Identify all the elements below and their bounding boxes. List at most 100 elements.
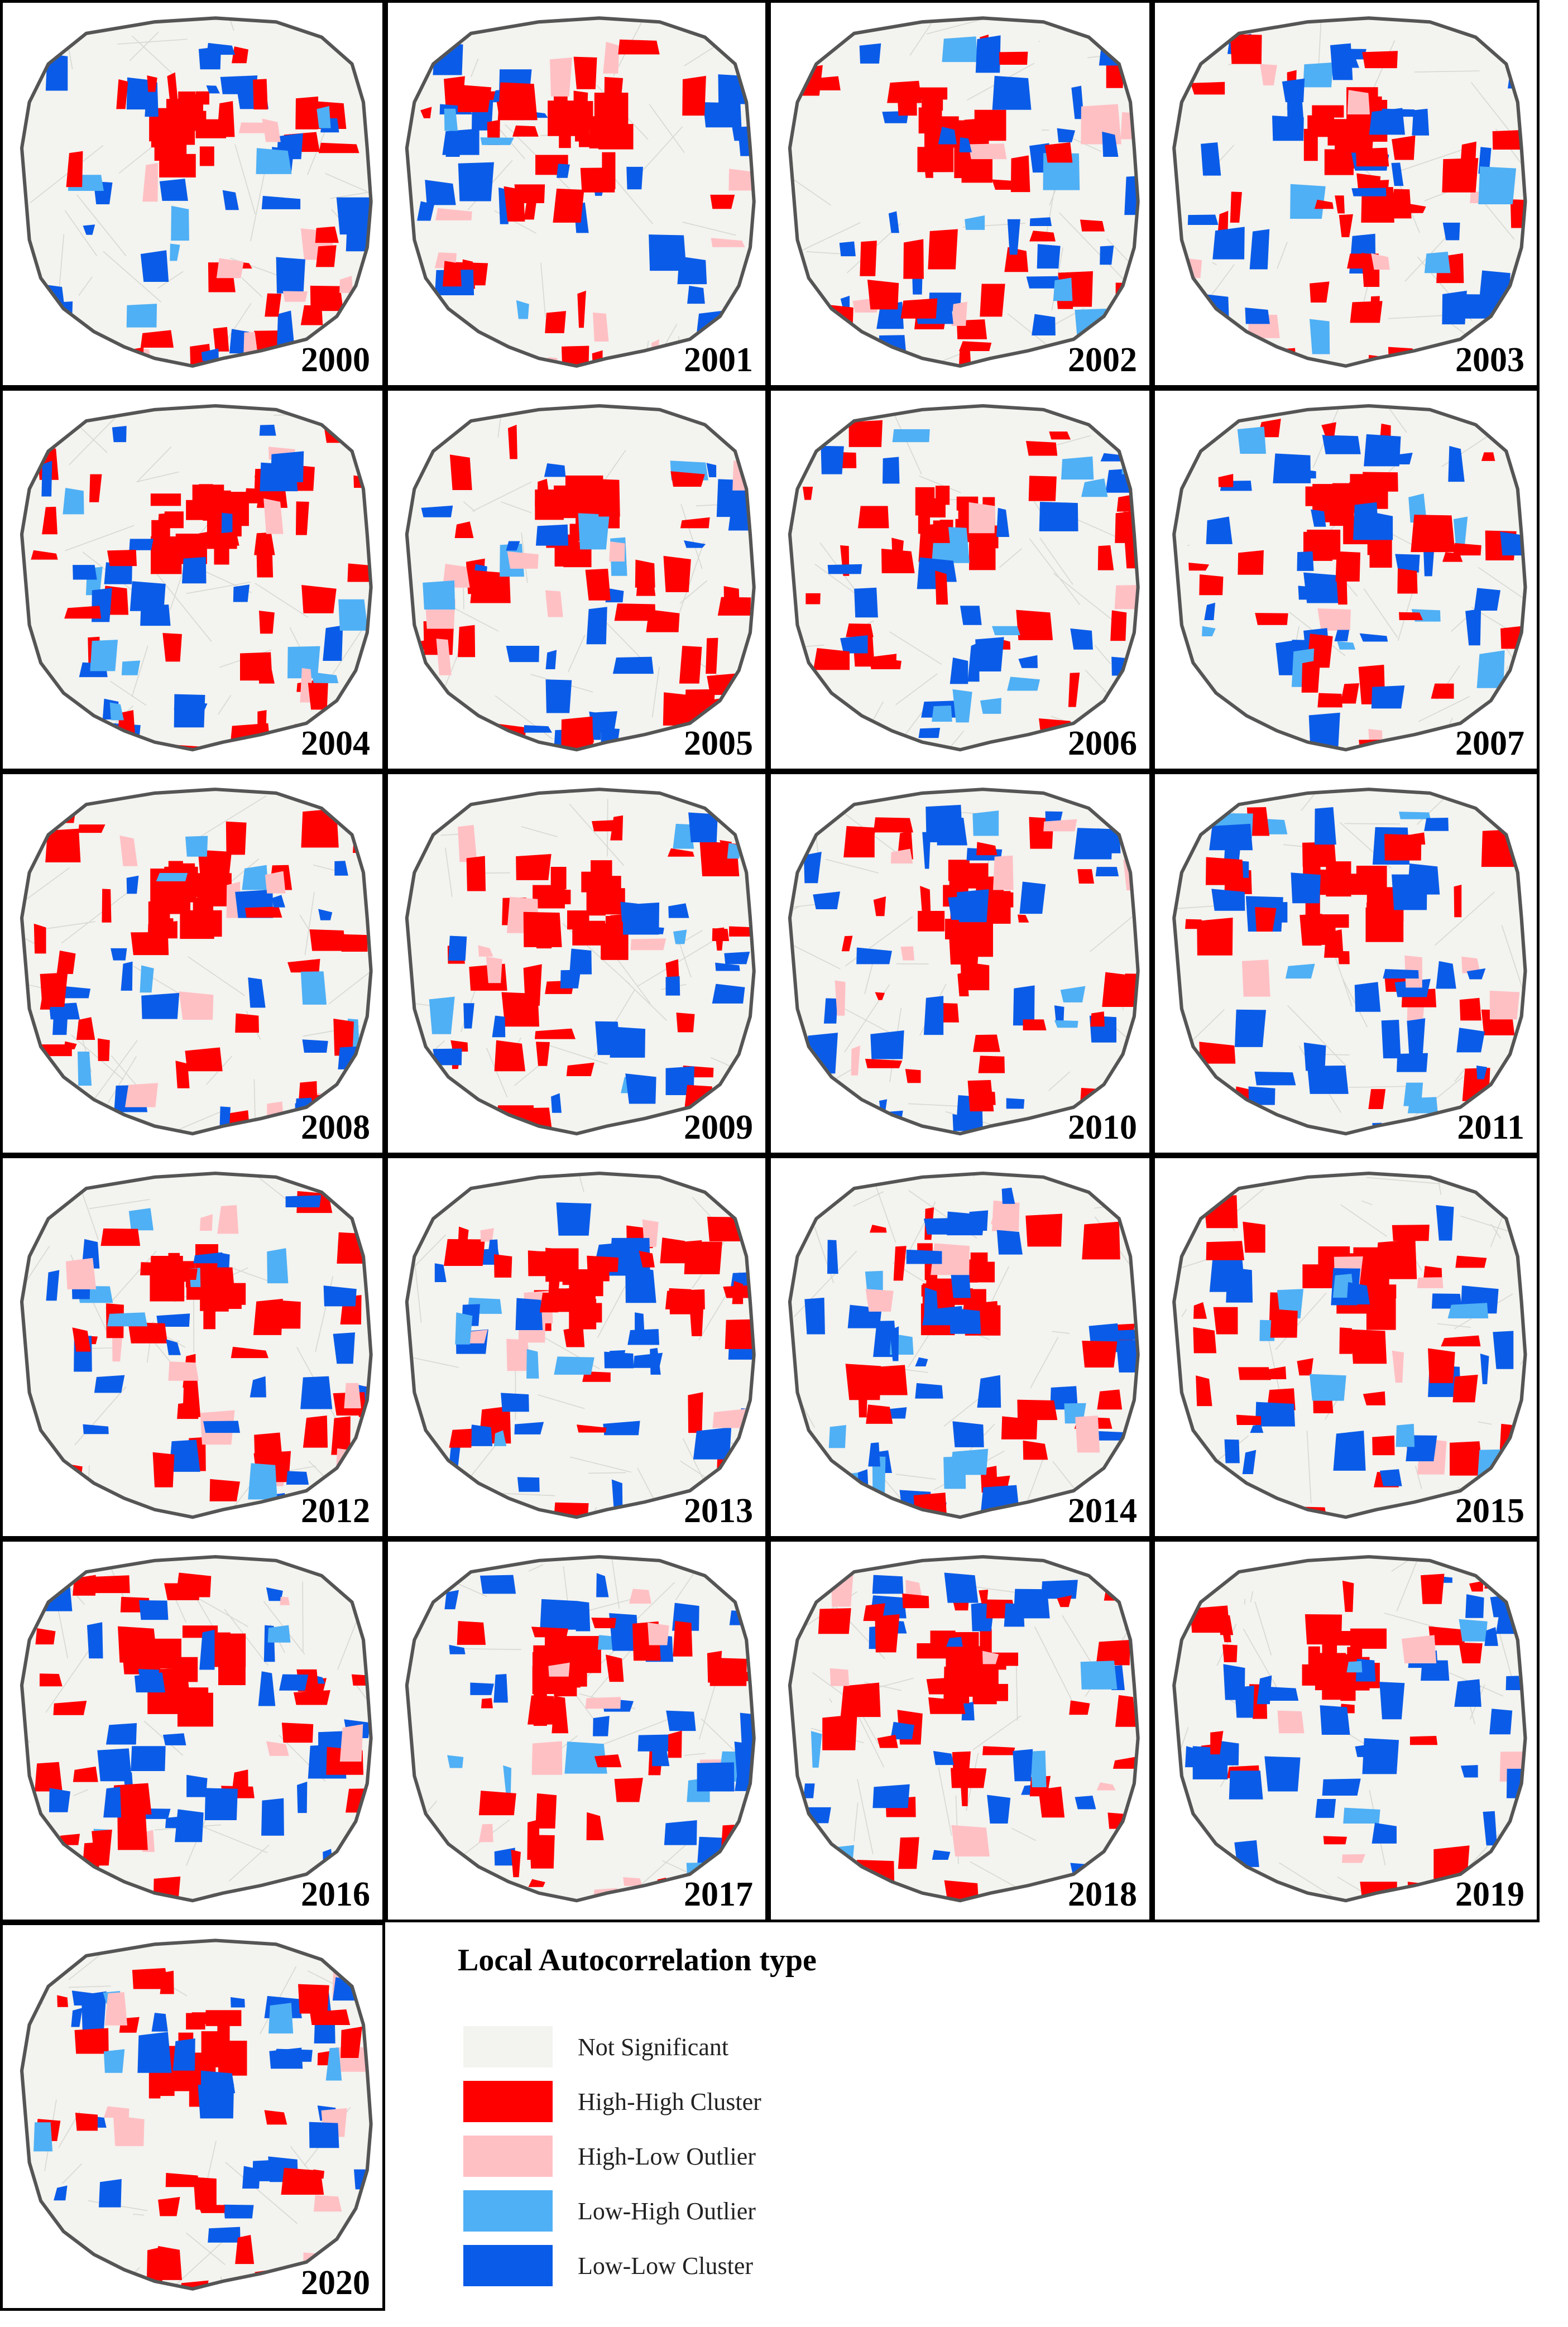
year-label: 2001	[684, 341, 753, 379]
year-label: 2019	[1455, 1875, 1524, 1913]
map-2017	[405, 1555, 756, 1903]
cluster-patches	[416, 406, 754, 750]
map-panel-2015: 2015	[1152, 1155, 1540, 1539]
city-boundary	[788, 1172, 1140, 1519]
legend-item: Not Significant	[458, 2026, 1072, 2071]
year-label: 2011	[1457, 1109, 1524, 1146]
legend-swatch	[463, 2190, 553, 2232]
legend-swatch	[463, 2136, 553, 2177]
legend-item: Low-High Outlier	[458, 2190, 1072, 2235]
map-panel-2009: 2009	[385, 771, 768, 1155]
map-panel-2004: 2004	[0, 388, 385, 771]
legend-swatch	[463, 2081, 553, 2122]
year-label: 2007	[1455, 725, 1524, 762]
map-panel-2010: 2010	[768, 771, 1152, 1155]
year-label: 2004	[301, 725, 370, 762]
legend-label: Low-High Outlier	[578, 2198, 756, 2225]
map-2019	[1172, 1555, 1527, 1903]
city-boundary	[788, 1555, 1140, 1903]
legend-title: Local Autocorrelation type	[458, 1943, 817, 1978]
map-panel-2008: 2008	[0, 771, 385, 1155]
map-panel-2011: 2011	[1152, 771, 1540, 1155]
map-panel-2020: 2020	[0, 1922, 385, 2311]
map-panel-2017: 2017	[385, 1539, 768, 1922]
map-panel-2012: 2012	[0, 1155, 385, 1539]
map-panel-2005: 2005	[385, 388, 768, 771]
city-boundary	[1172, 16, 1527, 368]
city-boundary	[405, 788, 756, 1136]
map-panel-2006: 2006	[768, 388, 1152, 771]
city-boundary	[1172, 1555, 1527, 1903]
map-2012	[20, 1172, 373, 1519]
map-2014	[788, 1172, 1140, 1519]
map-panel-2019: 2019	[1152, 1539, 1540, 1922]
city-boundary	[20, 404, 373, 752]
map-2002	[788, 16, 1140, 368]
city-area	[22, 1557, 371, 1901]
map-2016	[20, 1555, 373, 1903]
year-label: 2018	[1068, 1875, 1137, 1913]
city-boundary	[20, 1555, 373, 1903]
legend-label: Low-Low Cluster	[578, 2252, 754, 2280]
city-boundary	[20, 1172, 373, 1519]
year-label: 2009	[684, 1109, 753, 1146]
legend-swatch	[463, 2026, 553, 2067]
city-boundary	[1172, 404, 1527, 752]
map-2007	[1172, 404, 1527, 752]
year-label: 2015	[1455, 1492, 1524, 1530]
city-boundary	[788, 16, 1140, 368]
city-boundary	[405, 404, 756, 752]
cluster-patches	[22, 1557, 371, 1901]
year-label: 2012	[301, 1492, 370, 1530]
cluster-patches	[30, 18, 371, 366]
city-boundary	[20, 788, 373, 1136]
city-boundary	[788, 404, 1140, 752]
map-panel-2003: 2003	[1152, 0, 1540, 388]
city-area	[789, 1173, 1138, 1518]
city-boundary	[788, 788, 1140, 1136]
year-label: 2010	[1068, 1109, 1137, 1146]
year-label: 2013	[684, 1492, 753, 1530]
map-2001	[405, 16, 756, 368]
city-boundary	[405, 16, 756, 368]
map-panel-2001: 2001	[385, 0, 768, 388]
map-panel-2014: 2014	[768, 1155, 1152, 1539]
year-label: 2006	[1068, 725, 1137, 762]
city-boundary	[1172, 788, 1527, 1136]
year-label: 2014	[1068, 1492, 1137, 1530]
map-2009	[405, 788, 756, 1136]
map-2006	[788, 404, 1140, 752]
legend: Local Autocorrelation type Not Significa…	[458, 1942, 1128, 2311]
year-label: 2017	[684, 1875, 753, 1913]
map-2018	[788, 1555, 1140, 1903]
year-label: 2008	[301, 1109, 370, 1146]
map-2010	[788, 788, 1140, 1136]
legend-item: High-Low Outlier	[458, 2136, 1072, 2180]
map-panel-2013: 2013	[385, 1155, 768, 1539]
map-panel-2018: 2018	[768, 1539, 1152, 1922]
cluster-patches	[1177, 18, 1526, 366]
legend-label: Not Significant	[578, 2033, 729, 2061]
map-2008	[20, 788, 373, 1136]
city-boundary	[405, 1555, 756, 1903]
map-panel-2007: 2007	[1152, 388, 1540, 771]
legend-item: Low-Low Cluster	[458, 2245, 1072, 2290]
year-label: 2020	[301, 2264, 370, 2302]
legend-label: High-Low Outlier	[578, 2143, 756, 2170]
city-boundary	[20, 1939, 373, 2291]
year-label: 2000	[301, 341, 370, 379]
legend-swatch	[463, 2245, 553, 2286]
map-2013	[405, 1172, 756, 1519]
legend-item: High-High Cluster	[458, 2081, 1072, 2126]
city-boundary	[405, 1172, 756, 1519]
city-boundary	[1172, 1172, 1527, 1519]
map-2015	[1172, 1172, 1527, 1519]
year-label: 2005	[684, 725, 753, 762]
map-panel-2000: 2000	[0, 0, 385, 388]
year-label: 2002	[1068, 341, 1137, 379]
map-panel-2016: 2016	[0, 1539, 385, 1922]
map-2011	[1172, 788, 1527, 1136]
map-2003	[1172, 16, 1527, 368]
year-label: 2016	[301, 1875, 370, 1913]
